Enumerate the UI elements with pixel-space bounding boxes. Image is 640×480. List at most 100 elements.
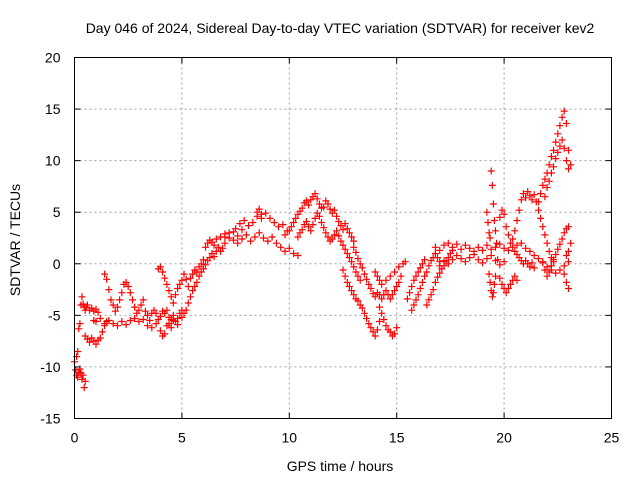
data-point (382, 322, 390, 330)
data-point (440, 241, 448, 249)
data-point (528, 259, 536, 267)
data-point (489, 200, 497, 208)
data-point (560, 144, 568, 152)
axis-ticks: 0 5 10 15 20 25 -15 -10 -5 0 5 10 15 20 (40, 50, 619, 446)
data-point (279, 221, 287, 229)
data-point (318, 219, 325, 226)
data-point (530, 252, 538, 259)
data-point (114, 303, 121, 311)
data-point (504, 231, 512, 239)
data-point (343, 278, 351, 286)
data-point (556, 122, 564, 130)
data-point (535, 255, 542, 263)
data-point (156, 312, 164, 320)
data-point (419, 260, 426, 268)
data-point (307, 227, 315, 235)
y-tick-label: 0 (53, 256, 61, 272)
x-tick-label: 10 (282, 430, 298, 446)
data-point (401, 258, 409, 266)
data-point (146, 317, 154, 324)
data-point (78, 293, 86, 301)
data-point (513, 217, 521, 224)
data-point (328, 235, 336, 243)
data-point (178, 276, 186, 284)
data-point (498, 280, 506, 288)
data-point (552, 251, 560, 258)
data-point (313, 195, 321, 203)
data-point (457, 255, 465, 263)
data-point (92, 340, 100, 348)
data-point (519, 190, 527, 198)
data-point (526, 192, 534, 200)
data-point (416, 264, 424, 272)
data-point (358, 304, 366, 312)
data-point (345, 229, 353, 237)
data-point (255, 229, 263, 237)
data-point (504, 285, 512, 292)
chart-title: Day 046 of 2024, Sidereal Day-to-day VTE… (86, 20, 595, 36)
data-point (74, 348, 82, 355)
data-point (116, 296, 124, 304)
data-point (494, 256, 502, 264)
data-point (365, 320, 373, 328)
data-point (266, 214, 274, 222)
data-point (330, 206, 338, 214)
data-point (556, 240, 564, 248)
data-point (535, 198, 542, 206)
data-point (562, 278, 570, 286)
data-point (408, 306, 416, 314)
data-point (414, 291, 422, 299)
data-point (502, 223, 510, 231)
data-point (326, 205, 334, 213)
y-axis-label: SDTVAR / TECUs (7, 184, 23, 296)
data-point (315, 200, 323, 208)
data-point (526, 263, 534, 271)
data-point (453, 252, 461, 259)
data-point (565, 258, 572, 266)
data-point (339, 226, 347, 234)
data-point (504, 246, 512, 254)
data-point (101, 320, 109, 328)
data-point (486, 278, 494, 286)
data-point (537, 190, 545, 198)
data-point (324, 200, 332, 208)
data-point (214, 243, 222, 251)
data-point (488, 293, 496, 301)
data-point (339, 266, 347, 274)
data-point (376, 303, 383, 311)
data-point (500, 244, 508, 252)
data-point (240, 217, 248, 224)
data-point (517, 196, 525, 204)
data-point (513, 276, 521, 284)
data-point (378, 295, 386, 303)
data-point (502, 289, 510, 297)
data-point (543, 272, 551, 280)
data-point (388, 291, 396, 299)
data-point (484, 219, 492, 226)
data-point (249, 219, 257, 226)
data-point (103, 275, 111, 283)
data-point (161, 330, 169, 338)
data-point (156, 263, 164, 271)
data-point (294, 252, 302, 259)
data-point (234, 239, 242, 247)
data-point (122, 321, 130, 329)
data-point (298, 226, 306, 234)
data-point (545, 177, 553, 185)
data-point (545, 268, 553, 276)
data-point (96, 334, 104, 342)
data-point (232, 225, 240, 233)
data-point (543, 184, 551, 191)
data-point (305, 223, 313, 231)
data-point (361, 270, 368, 278)
data-point (285, 244, 293, 252)
data-point (238, 226, 246, 234)
data-point (174, 315, 182, 322)
data-point (391, 330, 399, 338)
data-point (191, 283, 199, 290)
data-point (124, 283, 132, 290)
data-point (354, 272, 362, 280)
data-point (163, 306, 171, 314)
data-point (369, 328, 377, 336)
